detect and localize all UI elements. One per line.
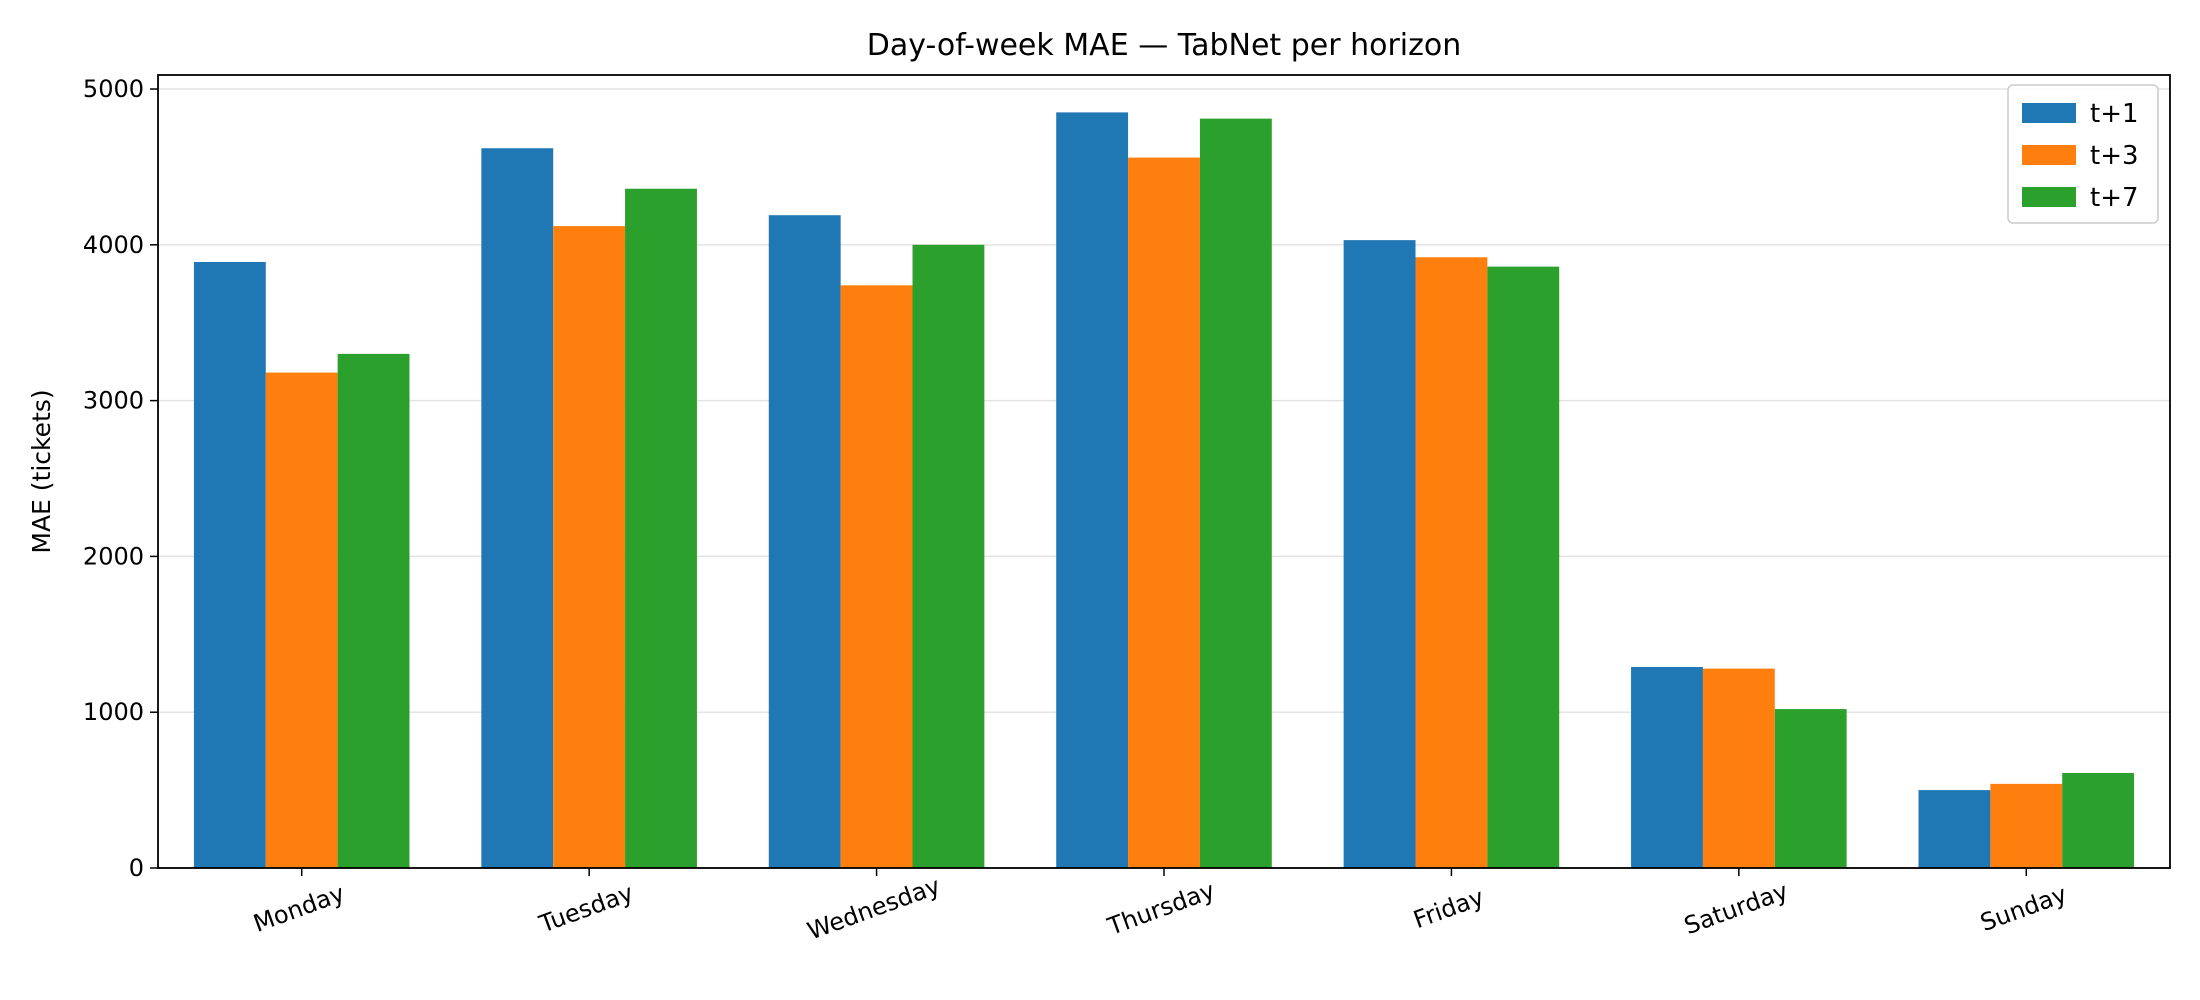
bar — [1056, 112, 1129, 868]
bar — [553, 226, 626, 868]
bar — [481, 148, 554, 868]
bar — [337, 353, 410, 868]
bar — [1631, 667, 1703, 868]
bar — [265, 372, 338, 868]
legend-label: t+7 — [2090, 183, 2139, 213]
y-tick-label: 1000 — [83, 698, 144, 726]
y-tick-label: 3000 — [83, 387, 144, 415]
y-tick-label: 2000 — [83, 542, 144, 570]
bar — [840, 285, 913, 868]
legend-swatch — [2022, 145, 2076, 165]
bar — [625, 188, 697, 869]
chart-title: Day-of-week MAE — TabNet per horizon — [867, 28, 1462, 63]
legend: t+1 t+3 t+7 — [2007, 84, 2159, 224]
legend-swatch — [2022, 103, 2076, 123]
bar — [1343, 240, 1416, 868]
bar — [1415, 257, 1488, 868]
x-tick-label: Tuesday — [535, 879, 637, 939]
plot-frame — [157, 74, 2171, 869]
y-axis-label: MAE (tickets) — [27, 389, 56, 553]
bar — [1128, 157, 1200, 868]
bar — [2062, 772, 2135, 868]
bar — [1774, 709, 1847, 868]
legend-label: t+1 — [2090, 99, 2139, 129]
legend-swatch — [2022, 187, 2076, 207]
bar — [193, 261, 266, 868]
bar — [912, 244, 985, 869]
bar — [1990, 783, 2063, 868]
bar — [1918, 790, 1991, 868]
bar — [1702, 668, 1775, 868]
bar — [768, 215, 841, 868]
x-tick-label: Monday — [250, 879, 349, 938]
x-tick-label: Sunday — [1977, 880, 2071, 937]
legend-label: t+3 — [2090, 141, 2139, 171]
x-tick-label: Friday — [1410, 883, 1488, 934]
x-tick-label: Saturday — [1681, 877, 1792, 940]
x-tick-label: Wednesday — [804, 872, 944, 946]
y-tick-label: 5000 — [83, 75, 144, 103]
y-tick-label: 4000 — [83, 231, 144, 259]
bar — [1199, 118, 1272, 868]
bar — [1487, 266, 1560, 869]
x-tick-label: Thursday — [1103, 876, 1218, 941]
y-tick-label: 0 — [129, 854, 144, 882]
bars — [193, 112, 2135, 869]
